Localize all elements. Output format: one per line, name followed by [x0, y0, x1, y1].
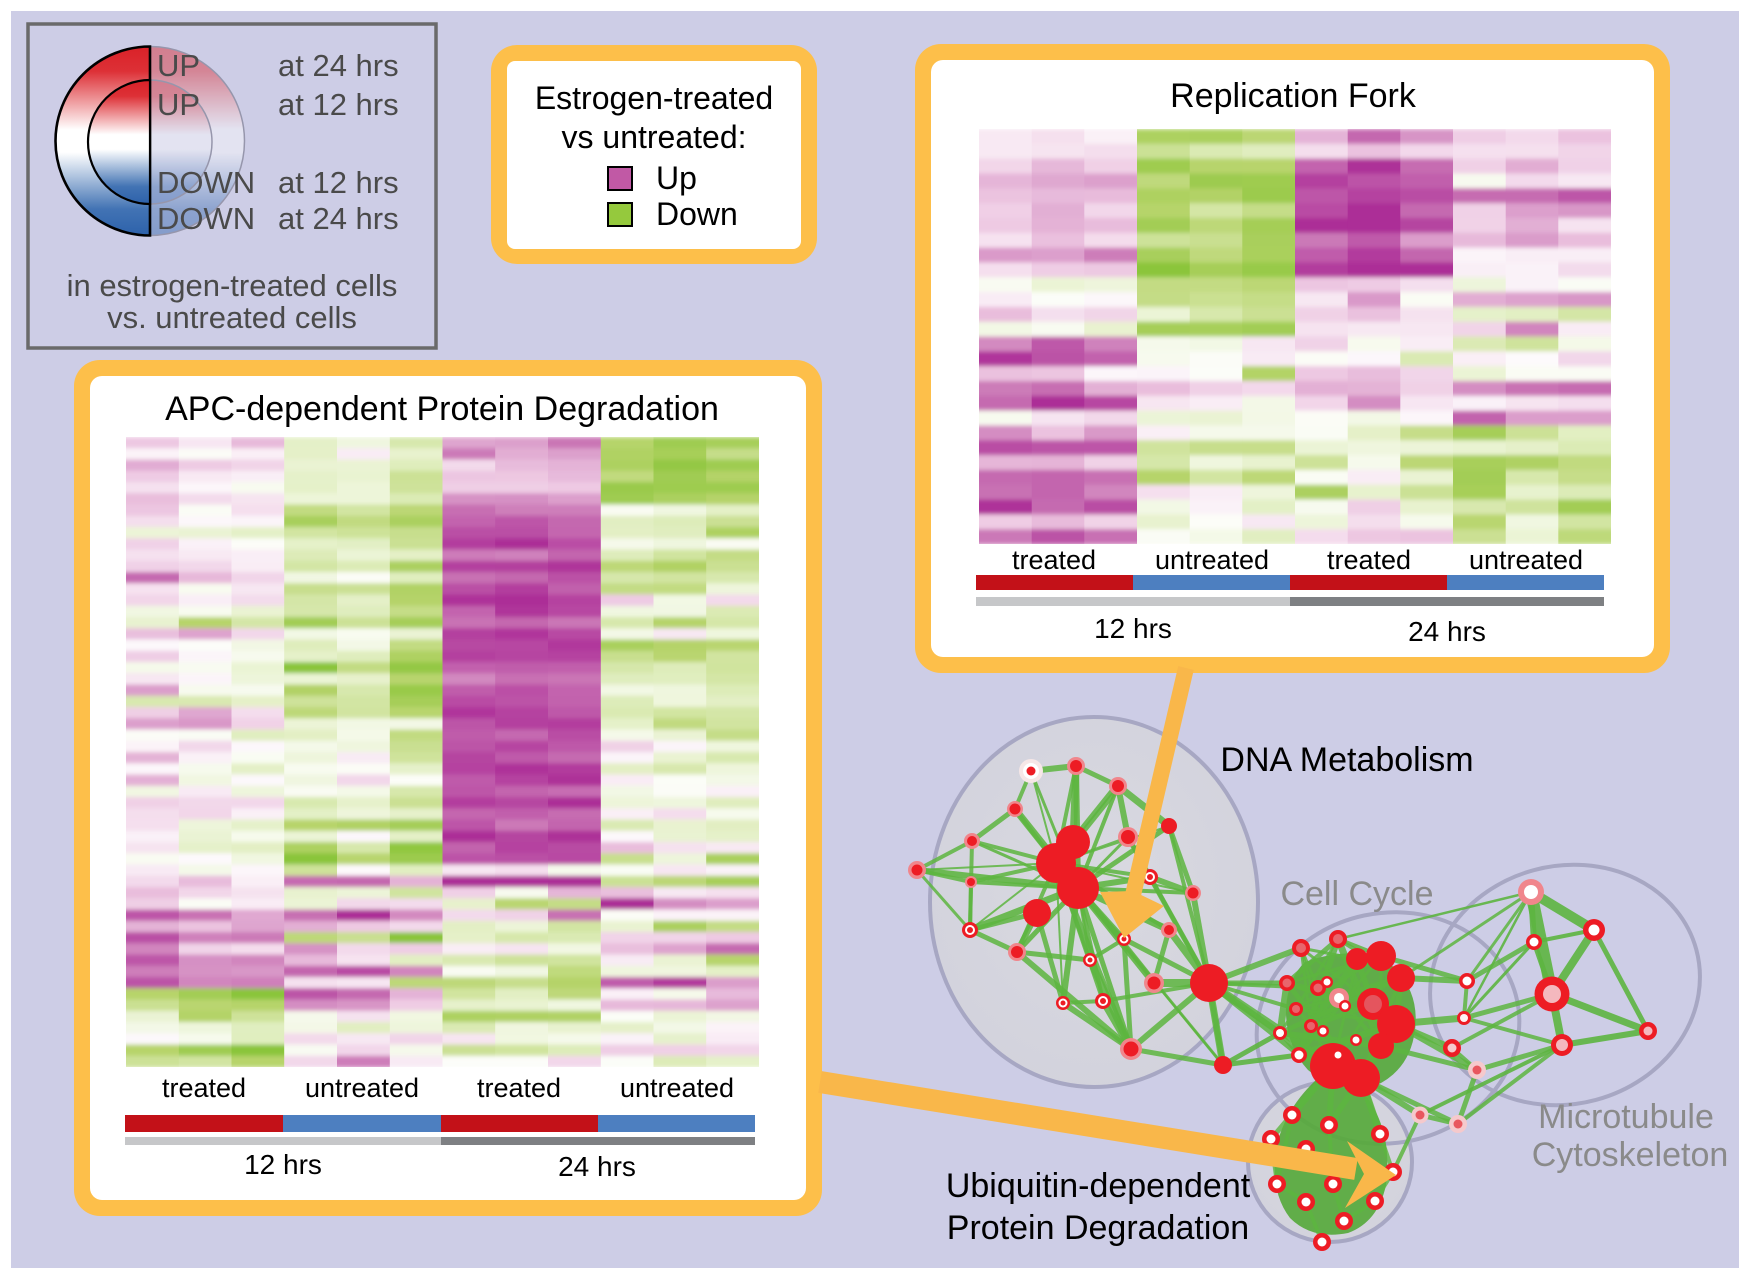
svg-text:treated: treated: [162, 1073, 246, 1103]
svg-text:DNA Metabolism: DNA Metabolism: [1220, 741, 1473, 779]
svg-text:Protein Degradation: Protein Degradation: [947, 1209, 1249, 1247]
svg-text:Up: Up: [656, 160, 697, 196]
svg-text:untreated: untreated: [1155, 545, 1269, 575]
svg-text:UP: UP: [157, 48, 200, 83]
svg-text:DOWN: DOWN: [157, 165, 255, 200]
svg-text:UP: UP: [157, 87, 200, 122]
svg-text:at 24 hrs: at 24 hrs: [278, 48, 399, 83]
svg-text:Microtubule: Microtubule: [1538, 1098, 1714, 1136]
svg-text:Replication Fork: Replication Fork: [1170, 77, 1417, 115]
svg-text:untreated: untreated: [620, 1073, 734, 1103]
svg-text:vs untreated:: vs untreated:: [562, 119, 747, 155]
svg-text:Cell Cycle: Cell Cycle: [1280, 875, 1433, 913]
svg-text:12 hrs: 12 hrs: [244, 1149, 322, 1180]
svg-text:Ubiquitin-dependent: Ubiquitin-dependent: [946, 1167, 1251, 1205]
svg-text:treated: treated: [1012, 545, 1096, 575]
svg-text:untreated: untreated: [305, 1073, 419, 1103]
svg-text:DOWN: DOWN: [157, 201, 255, 236]
svg-text:APC-dependent Protein Degradat: APC-dependent Protein Degradation: [165, 390, 719, 428]
svg-text:24 hrs: 24 hrs: [1408, 616, 1486, 647]
svg-text:24 hrs: 24 hrs: [558, 1151, 636, 1182]
svg-text:Down: Down: [656, 196, 738, 232]
svg-text:vs. untreated cells: vs. untreated cells: [107, 300, 357, 335]
svg-text:Cytoskeleton: Cytoskeleton: [1532, 1136, 1729, 1174]
svg-text:untreated: untreated: [1469, 545, 1583, 575]
svg-text:at 12 hrs: at 12 hrs: [278, 165, 399, 200]
svg-text:in estrogen-treated cells: in estrogen-treated cells: [67, 268, 398, 303]
svg-text:Estrogen-treated: Estrogen-treated: [535, 80, 773, 116]
svg-text:at 24 hrs: at 24 hrs: [278, 201, 399, 236]
svg-text:at 12 hrs: at 12 hrs: [278, 87, 399, 122]
svg-text:treated: treated: [477, 1073, 561, 1103]
svg-text:treated: treated: [1327, 545, 1411, 575]
svg-text:12 hrs: 12 hrs: [1094, 613, 1172, 644]
